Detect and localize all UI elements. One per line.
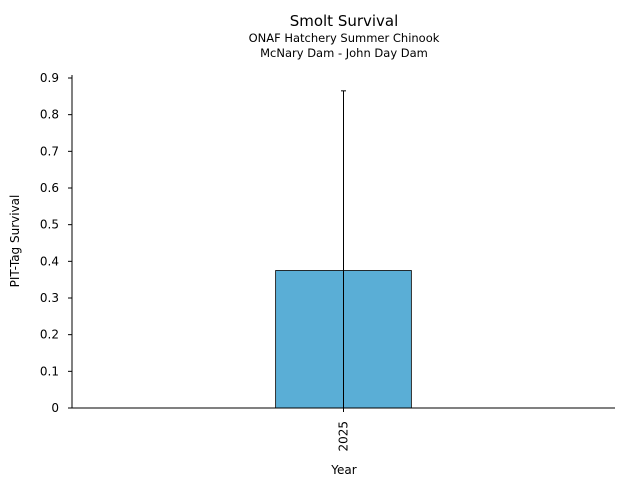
x-tick-label: 2025 bbox=[337, 421, 351, 452]
y-tick-label: 0.1 bbox=[40, 364, 59, 378]
x-axis-label: Year bbox=[330, 463, 356, 477]
y-tick-label: 0.4 bbox=[40, 254, 59, 268]
chart-subtitle-line-1: ONAF Hatchery Summer Chinook bbox=[248, 31, 440, 45]
y-axis-label: PIT-Tag Survival bbox=[8, 195, 22, 288]
y-tick-label: 0.3 bbox=[40, 291, 59, 305]
y-tick-label: 0.9 bbox=[40, 71, 59, 85]
error-bars bbox=[341, 90, 346, 408]
y-tick-label: 0.8 bbox=[40, 108, 59, 122]
chart-title: Smolt Survival bbox=[289, 12, 399, 30]
x-axis-ticks: 2025 bbox=[337, 408, 351, 452]
y-tick-label: 0.2 bbox=[40, 328, 59, 342]
y-tick-label: 0.6 bbox=[40, 181, 59, 195]
chart-subtitle-line-2: McNary Dam - John Day Dam bbox=[260, 46, 428, 60]
y-tick-label: 0 bbox=[51, 401, 59, 415]
y-axis-ticks: 0 0.1 0.2 0.3 0.4 0.5 0.6 0.7 0.8 0.9 bbox=[40, 71, 72, 415]
y-tick-label: 0.5 bbox=[40, 218, 59, 232]
y-tick-label: 0.7 bbox=[40, 144, 59, 158]
